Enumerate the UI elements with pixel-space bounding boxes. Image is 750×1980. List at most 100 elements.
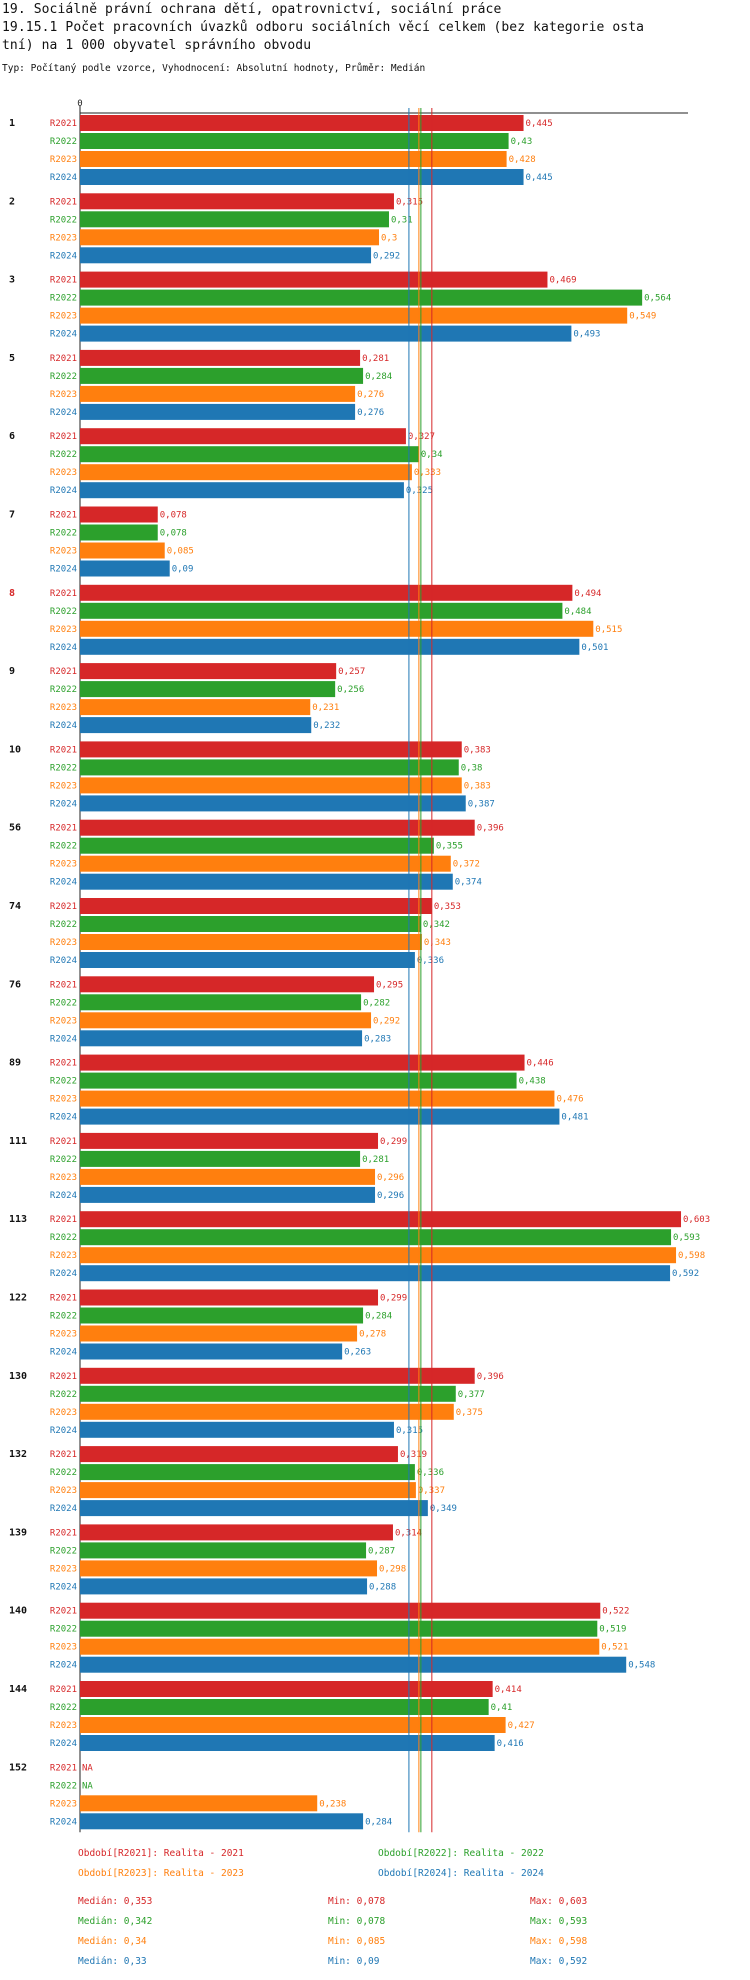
bar-value-label: 0,428: [509, 155, 536, 165]
group-label: 6: [9, 431, 15, 442]
series-tick-label: R2024: [50, 1504, 77, 1514]
bar-value-label: 0,281: [362, 354, 389, 364]
bar: [80, 1446, 398, 1463]
series-tick-label: R2024: [50, 956, 77, 966]
bar: [80, 663, 337, 680]
bar-value-label: 0,284: [365, 1312, 392, 1322]
bar-value-label: 0,281: [362, 1155, 389, 1165]
bar: [80, 1735, 495, 1751]
series-tick-label: R2021: [50, 1685, 77, 1695]
bar-value-label: 0,598: [678, 1251, 705, 1261]
bar: [80, 1602, 601, 1619]
series-tick-label: R2021: [50, 824, 77, 834]
series-tick-label: R2021: [50, 1607, 77, 1617]
group-label: 3: [9, 275, 15, 286]
group-label: 130: [9, 1371, 27, 1382]
bar: [80, 403, 356, 420]
bar-value-label: 0,342: [423, 920, 450, 930]
bar-value-label: 0,299: [380, 1137, 407, 1147]
group-label: 152: [9, 1762, 27, 1773]
series-tick-label: R2022: [50, 920, 77, 930]
series-tick-label: R2022: [50, 294, 77, 304]
bar-value-label: 0,414: [495, 1685, 522, 1695]
bar-value-label: 0,282: [363, 998, 390, 1008]
bar-value-label: 0,484: [564, 607, 591, 617]
series-tick-label: R2022: [50, 1155, 77, 1165]
series-tick-label: R2022: [50, 215, 77, 225]
series-tick-label: R2023: [50, 1799, 77, 1809]
bar: [80, 1090, 555, 1107]
bar: [80, 271, 548, 288]
stat-median: Medián: 0,34: [78, 1936, 147, 1947]
bar-value-label: 0,549: [629, 312, 656, 322]
series-tick-label: R2023: [50, 547, 77, 557]
bar-value-label: 0,349: [430, 1504, 457, 1514]
bar-value-label: 0,292: [373, 1016, 400, 1026]
bar: [80, 1699, 489, 1715]
series-tick-label: R2022: [50, 607, 77, 617]
legend-item: Období[R2023]: Realita - 2023: [78, 1868, 244, 1879]
series-tick-label: R2021: [50, 1137, 77, 1147]
legend-item: Období[R2022]: Realita - 2022: [378, 1848, 544, 1859]
series-tick-label: R2021: [50, 1059, 77, 1069]
bar-value-label: 0,372: [453, 860, 480, 870]
bar-value-label: 0,315: [396, 197, 423, 207]
bar-value-label: 0,416: [497, 1739, 524, 1749]
bar-value-label: 0,501: [581, 643, 608, 653]
group-label: 7: [9, 510, 15, 521]
bar: [80, 1524, 393, 1541]
bar-value-label: 0,564: [644, 294, 671, 304]
series-tick-label: R2023: [50, 390, 77, 400]
bar-value-label: 0,343: [424, 938, 451, 948]
bar: [80, 115, 524, 131]
bar-value-label: 0,383: [464, 781, 491, 791]
bar: [80, 349, 361, 366]
bar-value-label: 0,299: [380, 1294, 407, 1304]
series-tick-label: R2024: [50, 1817, 77, 1827]
stat-min: Min: 0,078: [328, 1916, 385, 1927]
bar-value-label: 0,396: [477, 1372, 504, 1382]
series-tick-label: R2022: [50, 1703, 77, 1713]
bar-value-label: 0,446: [527, 1059, 554, 1069]
stat-min: Min: 0,078: [328, 1896, 385, 1907]
bar: [80, 1620, 598, 1637]
bar-value-label: 0,592: [672, 1269, 699, 1279]
group-label: 5: [9, 353, 15, 364]
bar-value-label: 0,522: [602, 1607, 629, 1617]
bar: [80, 428, 406, 445]
bar: [80, 506, 158, 523]
group-label: 89: [9, 1058, 21, 1069]
bar: [80, 602, 563, 619]
series-tick-label: R2021: [50, 1528, 77, 1538]
group-label: 2: [9, 196, 15, 207]
group-label: 111: [9, 1136, 27, 1147]
series-tick-label: R2022: [50, 372, 77, 382]
series-tick-label: R2024: [50, 721, 77, 731]
series-tick-label: R2022: [50, 1625, 77, 1635]
series-tick-label: R2024: [50, 251, 77, 261]
bar-value-label: 0,43: [511, 137, 533, 147]
bar-value-label: 0,085: [167, 547, 194, 557]
series-tick-label: R2024: [50, 1426, 77, 1436]
bar: [80, 1681, 493, 1697]
series-tick-label: R2021: [50, 667, 77, 677]
bar: [80, 898, 432, 914]
bar: [80, 1385, 456, 1402]
series-tick-label: R2024: [50, 408, 77, 418]
series-tick-label: R2023: [50, 233, 77, 243]
bar: [80, 247, 372, 264]
bar: [80, 1211, 682, 1228]
bar: [80, 169, 524, 185]
bar: [80, 873, 453, 890]
series-tick-label: R2024: [50, 1191, 77, 1201]
bar-value-label: 0,469: [549, 276, 576, 286]
stat-max: Max: 0,598: [530, 1936, 587, 1947]
series-tick-label: R2024: [50, 486, 77, 496]
series-tick-label: R2023: [50, 155, 77, 165]
group-label: 144: [9, 1684, 27, 1695]
bar: [80, 1638, 600, 1655]
bar: [80, 1325, 358, 1342]
bar: [80, 289, 643, 306]
bar-value-label: 0,476: [556, 1095, 583, 1105]
